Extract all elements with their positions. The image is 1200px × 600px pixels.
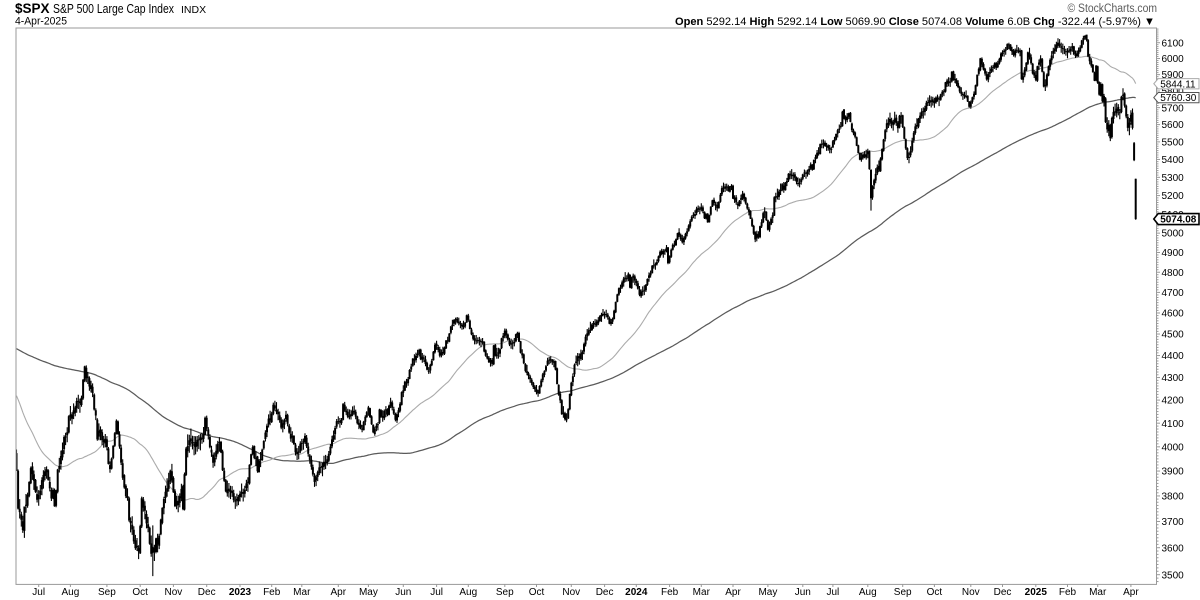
svg-text:Dec: Dec — [994, 587, 1012, 598]
svg-text:Sep: Sep — [894, 587, 912, 598]
svg-text:5074.08: 5074.08 — [1160, 215, 1197, 226]
svg-text:Jun: Jun — [795, 587, 811, 598]
svg-text:5700: 5700 — [1162, 103, 1185, 114]
svg-text:5844.11: 5844.11 — [1160, 79, 1196, 90]
svg-text:Apr: Apr — [1123, 587, 1139, 598]
svg-text:Aug: Aug — [62, 587, 80, 598]
svg-text:4000: 4000 — [1162, 442, 1185, 453]
svg-text:© StockCharts.com: © StockCharts.com — [1068, 3, 1158, 15]
svg-text:Apr: Apr — [331, 587, 347, 598]
svg-text:Feb: Feb — [661, 587, 679, 598]
svg-text:3800: 3800 — [1162, 492, 1185, 503]
svg-text:2023: 2023 — [229, 587, 252, 598]
svg-text:5760.30: 5760.30 — [1160, 93, 1197, 104]
svg-text:4300: 4300 — [1162, 373, 1185, 384]
svg-text:Feb: Feb — [1059, 587, 1077, 598]
svg-text:Mar: Mar — [1089, 587, 1107, 598]
svg-text:5000: 5000 — [1162, 229, 1185, 240]
svg-text:Oct: Oct — [132, 587, 148, 598]
svg-text:Sep: Sep — [496, 587, 514, 598]
svg-text:4600: 4600 — [1162, 309, 1185, 320]
svg-text:Aug: Aug — [459, 587, 477, 598]
svg-text:Aug: Aug — [859, 587, 877, 598]
svg-text:Oct: Oct — [529, 587, 545, 598]
svg-text:4900: 4900 — [1162, 248, 1185, 259]
svg-text:Open 5292.14 High 5292.14 Low: Open 5292.14 High 5292.14 Low 5069.90 Cl… — [675, 16, 1155, 28]
svg-text:Nov: Nov — [165, 587, 183, 598]
svg-text:$SPX: $SPX — [15, 1, 50, 16]
svg-text:5400: 5400 — [1162, 155, 1185, 166]
svg-text:May: May — [359, 587, 378, 598]
svg-text:2025: 2025 — [1025, 587, 1048, 598]
svg-text:Feb: Feb — [263, 587, 281, 598]
svg-text:3700: 3700 — [1162, 517, 1185, 528]
svg-text:5500: 5500 — [1162, 137, 1185, 148]
svg-text:3500: 3500 — [1162, 570, 1185, 581]
svg-text:Dec: Dec — [198, 587, 216, 598]
svg-text:4800: 4800 — [1162, 268, 1185, 279]
svg-text:5200: 5200 — [1162, 191, 1185, 202]
svg-text:4-Apr-2025: 4-Apr-2025 — [15, 16, 67, 28]
svg-text:Mar: Mar — [693, 587, 711, 598]
svg-text:6100: 6100 — [1162, 38, 1185, 49]
svg-text:2024: 2024 — [625, 587, 648, 598]
svg-text:5600: 5600 — [1162, 120, 1185, 131]
svg-text:May: May — [758, 587, 777, 598]
svg-text:Nov: Nov — [562, 587, 580, 598]
svg-text:5300: 5300 — [1162, 173, 1185, 184]
svg-text:4500: 4500 — [1162, 330, 1185, 341]
svg-text:Nov: Nov — [962, 587, 980, 598]
svg-text:3900: 3900 — [1162, 467, 1185, 478]
svg-text:4700: 4700 — [1162, 288, 1185, 299]
svg-text:Oct: Oct — [927, 587, 943, 598]
svg-text:4400: 4400 — [1162, 351, 1185, 362]
svg-text:Jun: Jun — [395, 587, 411, 598]
svg-text:Apr: Apr — [725, 587, 741, 598]
svg-text:4200: 4200 — [1162, 396, 1185, 407]
svg-text:Jul: Jul — [827, 587, 840, 598]
svg-text:Mar: Mar — [293, 587, 311, 598]
svg-text:Jul: Jul — [32, 587, 45, 598]
svg-text:6000: 6000 — [1162, 54, 1185, 65]
svg-text:5900: 5900 — [1162, 70, 1185, 81]
svg-text:INDX: INDX — [181, 4, 206, 16]
svg-text:3600: 3600 — [1162, 543, 1185, 554]
svg-text:4100: 4100 — [1162, 419, 1185, 430]
svg-text:S&P 500 Large Cap Index: S&P 500 Large Cap Index — [53, 2, 175, 16]
svg-text:Sep: Sep — [98, 587, 116, 598]
svg-text:Dec: Dec — [596, 587, 614, 598]
svg-text:Jul: Jul — [430, 587, 443, 598]
